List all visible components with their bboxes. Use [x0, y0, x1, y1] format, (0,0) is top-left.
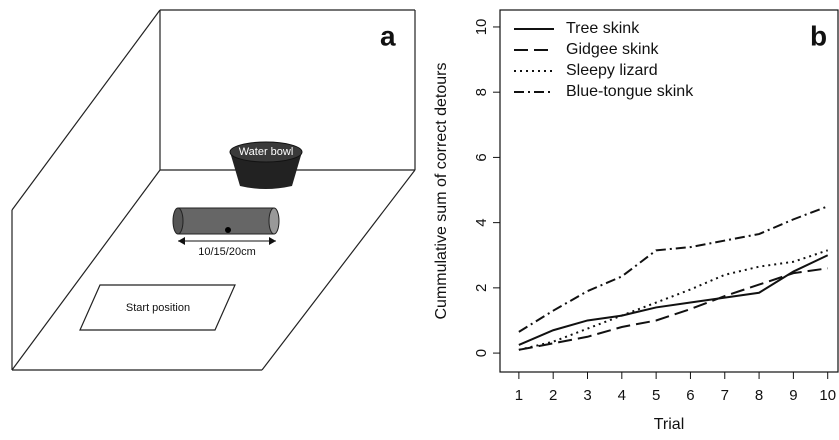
x-tick-label: 7	[721, 387, 729, 404]
y-tick-label: 0	[473, 349, 490, 357]
box-edge	[11, 9, 161, 211]
y-tick-label: 2	[473, 284, 490, 292]
diagram: Water bowl 10/15/20cm Start position a	[11, 9, 416, 371]
tube-end	[268, 207, 280, 235]
tube-label: 10/15/20cm	[198, 246, 255, 258]
y-tick-label: 10	[473, 19, 490, 36]
series-line	[518, 205, 829, 333]
box-edge	[261, 169, 416, 371]
x-tick-label: 3	[583, 387, 591, 404]
series-line	[518, 249, 829, 351]
plot-frame	[499, 9, 839, 373]
start-area	[79, 284, 236, 331]
tube-end	[172, 207, 184, 235]
legend-label: Sleepy lizard	[566, 62, 658, 79]
x-tick-label: 9	[789, 387, 797, 404]
x-tick-label: 1	[515, 387, 523, 404]
series-line	[518, 267, 828, 351]
x-tick-label: 8	[755, 387, 763, 404]
y-tick-label: 6	[473, 153, 490, 161]
x-tick-label: 5	[652, 387, 660, 404]
tube-dot	[225, 227, 231, 233]
water-bowl-top	[229, 141, 303, 163]
series-line	[518, 254, 829, 346]
start-label: Start position	[126, 302, 190, 314]
panel-label: a	[380, 20, 396, 51]
x-tick-label: 10	[819, 387, 836, 404]
x-tick-label: 4	[618, 387, 626, 404]
panel-label: b	[810, 20, 827, 51]
legend-label: Blue-tongue skink	[566, 83, 694, 100]
box-edge	[11, 169, 161, 371]
y-axis-label: Cummulative sum of correct detours	[433, 63, 450, 320]
y-tick-label: 4	[473, 218, 490, 226]
x-tick-label: 6	[686, 387, 694, 404]
bowl-label: Water bowl	[239, 146, 294, 158]
water-bowl	[230, 152, 302, 189]
x-tick-label: 2	[549, 387, 557, 404]
legend-label: Tree skink	[566, 20, 640, 37]
legend-label: Gidgee skink	[566, 41, 659, 58]
x-axis-label: Trial	[654, 416, 685, 433]
y-tick-label: 8	[473, 88, 490, 96]
